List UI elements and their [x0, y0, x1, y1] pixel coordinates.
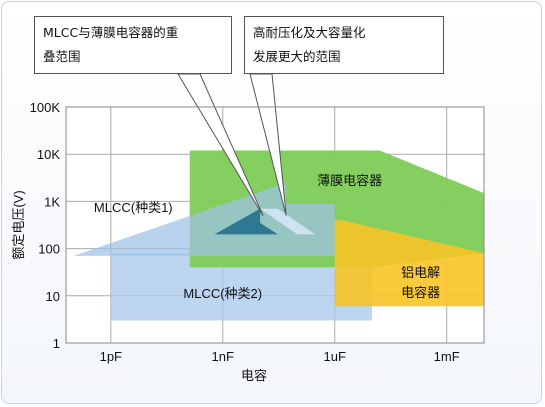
x-tick-label: 1mF [434, 349, 460, 364]
region-high-cap [260, 208, 316, 235]
region-label-film: 薄膜电容器 [317, 173, 382, 188]
callout-expansion-range: 高耐压化及大容量化 发展更大的范围 [244, 16, 444, 74]
y-tick-label: 100K [30, 100, 61, 115]
x-tick-label: 1uF [324, 349, 346, 364]
region-label-mlcc2: MLCC(种类2) [183, 286, 262, 301]
y-tick-label: 1K [44, 194, 60, 209]
callout-pointer [177, 73, 264, 216]
callout-line: 叠范围 [43, 49, 81, 64]
region-mlcc1 [73, 182, 335, 256]
callout-line: 发展更大的范围 [253, 49, 341, 64]
y-tick-label: 1 [53, 336, 60, 351]
x-tick-labels: 1pF 1nF 1uF 1mF [100, 349, 460, 364]
x-tick-label: 1nF [212, 349, 234, 364]
callout-line: 高耐压化及大容量化 [253, 25, 366, 40]
regions [73, 150, 484, 321]
region-label-mlcc1: MLCC(种类1) [94, 200, 173, 215]
x-axis-title: 电容 [241, 368, 267, 383]
callout-overlap-range: MLCC与薄膜电容器的重 叠范围 [34, 16, 232, 74]
y-tick-labels: 1 10 100 1K 10K 100K [30, 100, 61, 351]
region-label-aluminum: 电容器 [401, 285, 440, 300]
y-tick-label: 100 [38, 242, 60, 257]
y-tick-label: 10 [46, 289, 60, 304]
region-mlcc2 [110, 253, 373, 321]
callout-line: MLCC与薄膜电容器的重 [43, 25, 179, 40]
region-label-aluminum: 铝电解 [401, 265, 440, 280]
region-aluminum [334, 220, 484, 307]
y-tick-label: 10K [37, 147, 60, 162]
region-overlap [214, 208, 278, 235]
x-tick-label: 1pF [100, 349, 122, 364]
callout-pointer [249, 73, 287, 216]
y-axis-title: 额定电压(V) [11, 190, 26, 259]
callout-leaders [177, 73, 287, 216]
plot-border [65, 106, 485, 344]
